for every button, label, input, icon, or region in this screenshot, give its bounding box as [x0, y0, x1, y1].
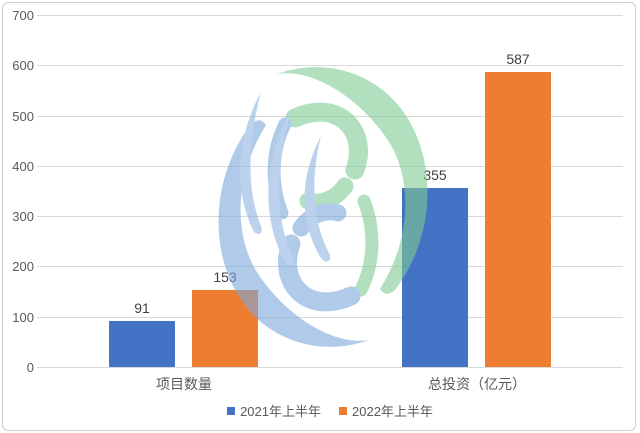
y-axis-tick-label: 500 [12, 109, 34, 124]
legend-item: 2022年上半年 [339, 401, 433, 420]
bar-2021年上半年-项目数量 [109, 321, 175, 367]
legend-swatch-icon [339, 406, 347, 415]
bar-2022年上半年-总投资（亿元） [485, 72, 551, 367]
bar-value-label: 587 [506, 51, 530, 67]
y-axis-tick-label: 600 [12, 58, 34, 73]
y-axis-tick-label: 300 [12, 209, 34, 224]
y-gridline [37, 65, 623, 66]
legend-swatch-icon [227, 406, 236, 415]
bar-value-label: 355 [423, 167, 447, 183]
x-axis-category-label: 项目数量 [156, 376, 212, 392]
x-axis-category-label: 总投资（亿元） [428, 376, 526, 392]
y-axis-tick-label: 0 [26, 360, 34, 375]
chart-legend: 2021年上半年 2022年上半年 [37, 401, 623, 420]
bar-2022年上半年-项目数量 [192, 290, 258, 367]
y-axis-tick-label: 200 [12, 259, 34, 274]
y-axis-tick-label: 400 [12, 159, 34, 174]
y-gridline [37, 15, 623, 16]
bar-value-label: 91 [134, 300, 150, 316]
bar-value-label: 153 [213, 269, 237, 285]
y-axis-tick-label: 100 [12, 310, 34, 325]
legend-label: 2021年上半年 [240, 404, 321, 419]
legend-label: 2022年上半年 [352, 404, 433, 419]
y-axis-tick-label: 700 [12, 8, 34, 23]
legend-item: 2021年上半年 [227, 401, 321, 420]
y-gridline [37, 367, 623, 368]
bar-2021年上半年-总投资（亿元） [402, 188, 468, 367]
